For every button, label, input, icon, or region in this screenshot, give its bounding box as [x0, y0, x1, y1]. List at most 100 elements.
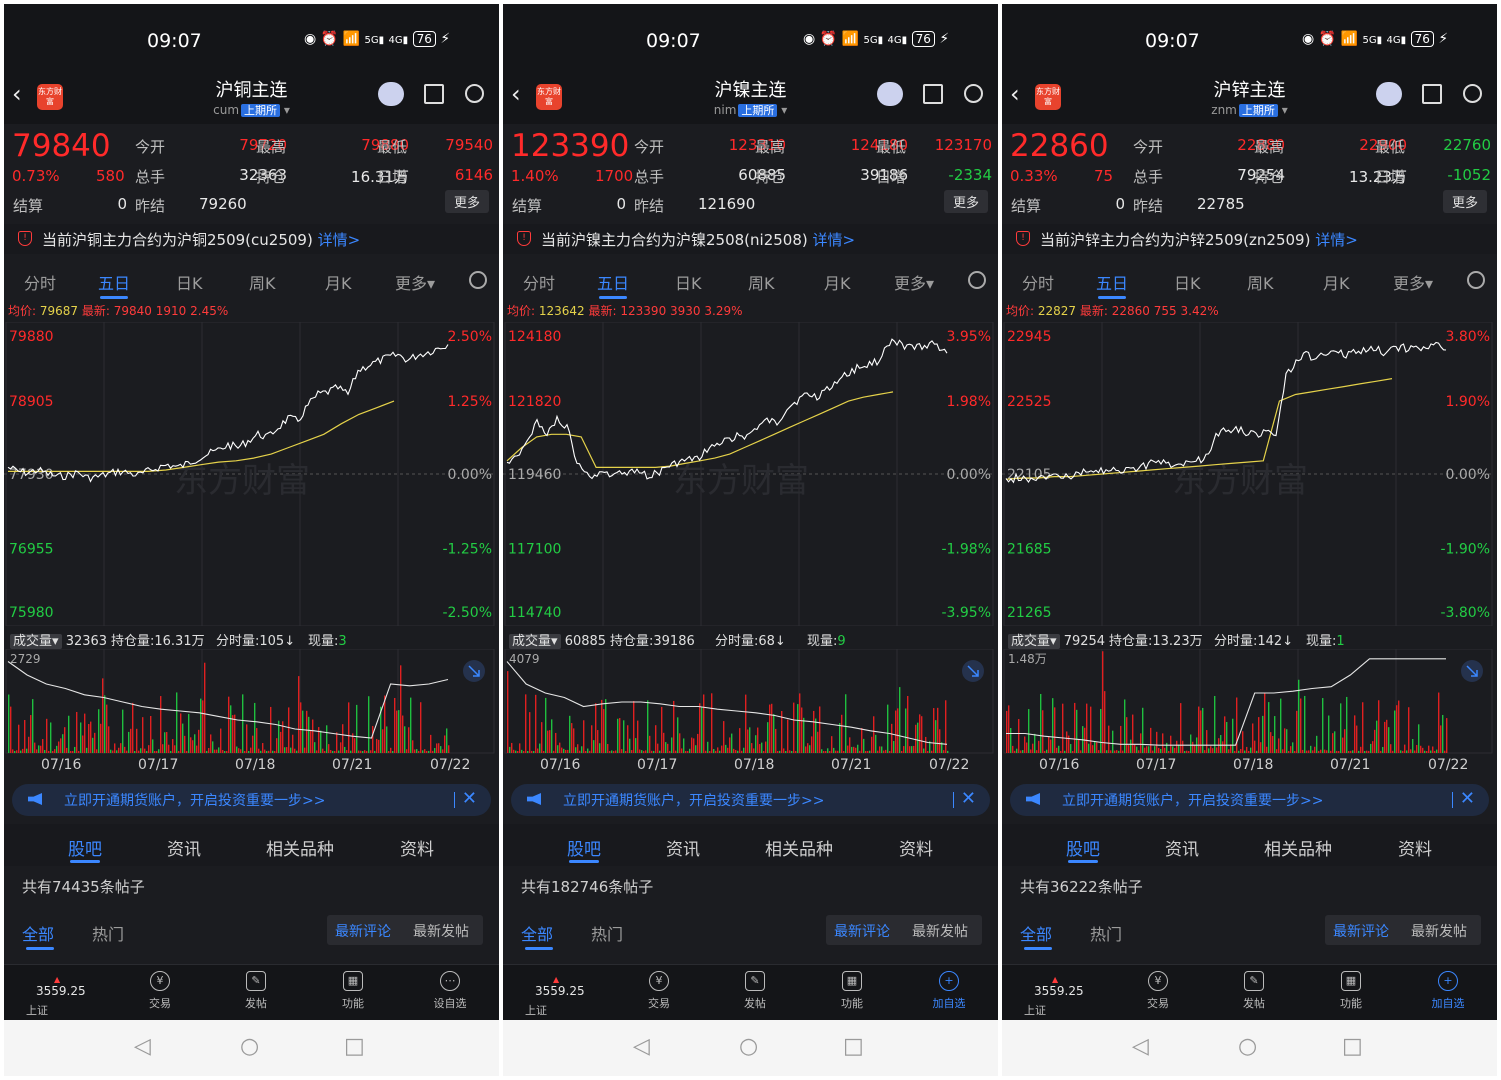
- filter-hot[interactable]: 热门: [1090, 925, 1123, 944]
- tab-guba[interactable]: 股吧: [68, 840, 102, 860]
- tab-weekly-k[interactable]: 周K: [249, 274, 276, 293]
- volume-chart[interactable]: 1.48万: [1002, 649, 1497, 754]
- nav-function[interactable]: ▦ 功能: [1321, 971, 1381, 1011]
- system-recents-icon[interactable]: □: [1342, 1034, 1363, 1059]
- sort-latest-post[interactable]: 最新发帖: [413, 924, 469, 940]
- tab-related[interactable]: 相关品种: [1264, 840, 1332, 860]
- system-back-icon[interactable]: ◁: [1132, 1034, 1149, 1059]
- back-icon[interactable]: ‹: [1010, 80, 1020, 108]
- filter-hot[interactable]: 热门: [92, 925, 125, 944]
- volume-selector[interactable]: 成交量▾: [10, 634, 62, 649]
- tab-info[interactable]: 资料: [400, 840, 434, 860]
- nav-watchlist[interactable]: ⋯ 设自选: [420, 971, 480, 1011]
- system-home-icon[interactable]: ○: [1238, 1034, 1258, 1059]
- tab-daily-k[interactable]: 日K: [1174, 274, 1201, 293]
- nav-post[interactable]: ✎ 发帖: [226, 971, 286, 1011]
- tab-monthly-k[interactable]: 月K: [824, 274, 851, 293]
- nav-post[interactable]: ✎ 发帖: [1224, 971, 1284, 1011]
- sort-latest-comment[interactable]: 最新评论: [834, 924, 890, 940]
- share-icon[interactable]: [424, 84, 444, 104]
- volume-chart[interactable]: 4079: [503, 649, 998, 754]
- tab-more[interactable]: 更多▾: [894, 274, 935, 293]
- system-home-icon[interactable]: ○: [739, 1034, 759, 1059]
- more-button[interactable]: 更多: [444, 190, 489, 213]
- nav-post[interactable]: ✎ 发帖: [725, 971, 785, 1011]
- volume-selector[interactable]: 成交量▾: [509, 634, 561, 649]
- tab-monthly-k[interactable]: 月K: [1323, 274, 1350, 293]
- nav-trade[interactable]: ¥ 交易: [629, 971, 689, 1011]
- robot-icon[interactable]: [1376, 82, 1402, 106]
- gear-icon[interactable]: [1467, 271, 1485, 289]
- tab-guba[interactable]: 股吧: [567, 840, 601, 860]
- tab-five-day[interactable]: 五日: [1096, 274, 1129, 293]
- tab-five-day[interactable]: 五日: [98, 274, 131, 293]
- more-button[interactable]: 更多: [943, 190, 988, 213]
- open-account-banner[interactable]: 立即开通期货账户，开启投资重要一步>> ✕: [511, 784, 990, 816]
- tab-info[interactable]: 资料: [1398, 840, 1432, 860]
- tab-news[interactable]: 资讯: [666, 840, 700, 860]
- price-chart[interactable]: 东方财富22945225252210521685212653.80%1.90%0…: [1002, 322, 1497, 626]
- details-link[interactable]: 详情>: [812, 231, 856, 249]
- close-icon[interactable]: ✕: [1459, 788, 1475, 809]
- tab-intraday[interactable]: 分时: [1022, 274, 1055, 293]
- main-contract-notice[interactable]: ! 当前沪锌主力合约为沪锌2509(zn2509) 详情>: [1002, 224, 1497, 254]
- system-home-icon[interactable]: ○: [240, 1034, 260, 1059]
- system-back-icon[interactable]: ◁: [633, 1034, 650, 1059]
- nav-watchlist[interactable]: + 加自选: [919, 971, 979, 1011]
- close-icon[interactable]: ✕: [960, 788, 976, 809]
- system-recents-icon[interactable]: □: [344, 1034, 365, 1059]
- tab-guba[interactable]: 股吧: [1066, 840, 1100, 860]
- tab-monthly-k[interactable]: 月K: [325, 274, 352, 293]
- gear-icon[interactable]: [469, 271, 487, 289]
- sort-latest-post[interactable]: 最新发帖: [1411, 924, 1467, 940]
- price-chart[interactable]: 东方财富 79880 78905 77930 76955 75980 2.50% 1.25% 0…: [4, 322, 499, 626]
- system-back-icon[interactable]: ◁: [134, 1034, 151, 1059]
- sort-latest-post[interactable]: 最新发帖: [912, 924, 968, 940]
- search-icon[interactable]: [1463, 84, 1482, 103]
- back-icon[interactable]: ‹: [511, 80, 521, 108]
- robot-icon[interactable]: [877, 82, 903, 106]
- more-button[interactable]: 更多: [1442, 190, 1487, 213]
- tab-intraday[interactable]: 分时: [24, 274, 57, 293]
- robot-icon[interactable]: [378, 82, 404, 106]
- nav-trade[interactable]: ¥ 交易: [1128, 971, 1188, 1011]
- tab-related[interactable]: 相关品种: [765, 840, 833, 860]
- sort-latest-comment[interactable]: 最新评论: [335, 924, 391, 940]
- tab-weekly-k[interactable]: 周K: [1247, 274, 1274, 293]
- filter-hot[interactable]: 热门: [591, 925, 624, 944]
- tab-info[interactable]: 资料: [899, 840, 933, 860]
- details-link[interactable]: 详情>: [317, 231, 361, 249]
- details-link[interactable]: 详情>: [1315, 231, 1358, 249]
- search-icon[interactable]: [465, 84, 484, 103]
- sort-latest-comment[interactable]: 最新评论: [1333, 924, 1389, 940]
- filter-all[interactable]: 全部: [22, 925, 55, 944]
- nav-watchlist[interactable]: + 加自选: [1418, 971, 1478, 1011]
- nav-function[interactable]: ▦ 功能: [822, 971, 882, 1011]
- nav-trade[interactable]: ¥ 交易: [130, 971, 190, 1011]
- main-contract-notice[interactable]: ! 当前沪铜主力合约为沪铜2509(cu2509) 详情>: [4, 224, 499, 254]
- system-recents-icon[interactable]: □: [843, 1034, 864, 1059]
- search-icon[interactable]: [964, 84, 983, 103]
- tab-daily-k[interactable]: 日K: [675, 274, 702, 293]
- nav-function[interactable]: ▦ 功能: [323, 971, 383, 1011]
- tab-five-day[interactable]: 五日: [597, 274, 630, 293]
- open-account-banner[interactable]: 立即开通期货账户，开启投资重要一步>> ✕: [12, 784, 491, 816]
- back-icon[interactable]: ‹: [12, 80, 22, 108]
- tab-news[interactable]: 资讯: [167, 840, 201, 860]
- tab-more[interactable]: 更多▾: [395, 274, 436, 293]
- gear-icon[interactable]: [968, 271, 986, 289]
- main-contract-notice[interactable]: ! 当前沪镍主力合约为沪镍2508(ni2508) 详情>: [503, 224, 998, 254]
- close-icon[interactable]: ✕: [461, 788, 477, 809]
- volume-selector[interactable]: 成交量▾: [1008, 634, 1060, 649]
- tab-news[interactable]: 资讯: [1165, 840, 1199, 860]
- share-icon[interactable]: [1422, 84, 1442, 104]
- open-account-banner[interactable]: 立即开通期货账户，开启投资重要一步>> ✕: [1010, 784, 1489, 816]
- tab-intraday[interactable]: 分时: [523, 274, 556, 293]
- tab-weekly-k[interactable]: 周K: [748, 274, 775, 293]
- share-icon[interactable]: [923, 84, 943, 104]
- tab-daily-k[interactable]: 日K: [176, 274, 203, 293]
- tab-more[interactable]: 更多▾: [1393, 274, 1434, 293]
- filter-all[interactable]: 全部: [521, 925, 554, 944]
- filter-all[interactable]: 全部: [1020, 925, 1053, 944]
- price-chart[interactable]: 东方财富 124180 121820 119460 117100 114740 3.95% 1…: [503, 322, 998, 626]
